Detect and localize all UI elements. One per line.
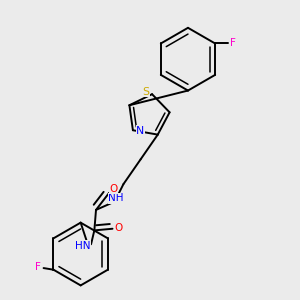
- Text: NH: NH: [108, 194, 124, 203]
- Text: S: S: [142, 86, 149, 97]
- Text: O: O: [114, 223, 123, 233]
- Text: O: O: [109, 184, 117, 194]
- Text: F: F: [35, 262, 41, 272]
- Text: N: N: [136, 126, 144, 136]
- Text: HN: HN: [75, 241, 91, 251]
- Text: F: F: [230, 38, 236, 49]
